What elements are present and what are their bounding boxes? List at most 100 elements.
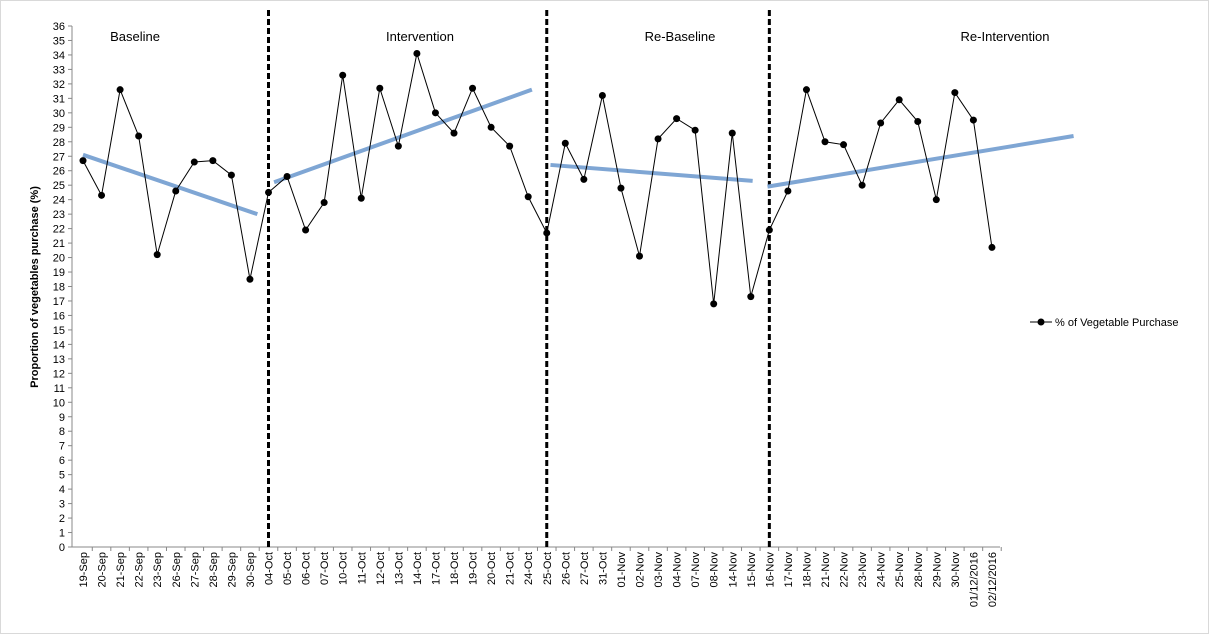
y-tick-label: 27 [53, 151, 65, 163]
y-tick-label: 15 [53, 325, 65, 337]
data-point [190, 158, 198, 166]
x-tick-label: 12-Oct [375, 552, 387, 585]
y-tick-label: 26 [53, 166, 65, 178]
data-point [691, 126, 699, 134]
y-tick-label: 28 [53, 137, 65, 149]
y-tick-label: 29 [53, 122, 65, 134]
data-point [561, 139, 569, 147]
y-tick-label: 3 [59, 499, 65, 511]
x-tick-label: 30-Nov [950, 552, 962, 588]
y-tick-label: 0 [59, 542, 65, 554]
x-tick-label: 28-Nov [913, 552, 925, 588]
data-point [524, 193, 532, 201]
x-tick-label: 21-Sep [115, 552, 127, 587]
x-tick-label: 26-Sep [171, 552, 183, 587]
data-point [617, 184, 625, 192]
y-tick-label: 7 [59, 441, 65, 453]
y-tick-label: 5 [59, 470, 65, 482]
y-tick-label: 22 [53, 224, 65, 236]
x-tick-label: 01-Nov [616, 552, 628, 588]
x-tick-label: 27-Sep [189, 552, 201, 587]
y-tick-label: 32 [53, 79, 65, 91]
data-point [951, 89, 959, 97]
x-tick-label: 02-Nov [635, 552, 647, 588]
x-tick-label: 21-Oct [505, 552, 517, 585]
data-point [932, 196, 940, 204]
trend-line [767, 134, 1074, 189]
x-tick-label: 29-Nov [931, 552, 943, 588]
data-point [302, 226, 310, 234]
x-tick-label: 24-Nov [876, 552, 888, 588]
x-tick-label: 20-Sep [97, 552, 109, 587]
data-point [283, 173, 291, 181]
x-tick-label: 28-Sep [208, 552, 220, 587]
y-tick-label: 34 [53, 50, 65, 62]
phase-label: Re-Intervention [961, 29, 1050, 44]
data-point [320, 199, 328, 207]
x-tick-label: 23-Sep [152, 552, 164, 587]
y-tick-label: 12 [53, 368, 65, 380]
x-tick-label: 24-Oct [523, 552, 535, 585]
data-point [209, 157, 217, 165]
y-tick-label: 25 [53, 180, 65, 192]
x-tick-label: 06-Oct [301, 552, 313, 585]
data-point [79, 157, 87, 165]
data-point [376, 84, 384, 92]
data-point [172, 187, 180, 195]
data-point [506, 142, 514, 150]
y-tick-label: 13 [53, 354, 65, 366]
y-tick-label: 2 [59, 513, 65, 525]
trend-line [82, 152, 259, 217]
data-point [747, 293, 755, 301]
x-tick-label: 01/12/2016 [968, 552, 980, 607]
y-tick-label: 31 [53, 93, 65, 105]
y-tick-label: 20 [53, 253, 65, 265]
x-tick-label: 21-Nov [820, 552, 832, 588]
data-point [877, 119, 885, 127]
trend-line [273, 87, 533, 185]
data-point [840, 141, 848, 149]
y-tick-label: 14 [53, 339, 65, 351]
data-point [728, 129, 736, 137]
data-point [543, 229, 551, 237]
legend-marker [1037, 318, 1045, 326]
x-tick-label: 20-Oct [486, 552, 498, 585]
data-point [431, 109, 439, 117]
x-tick-label: 15-Nov [746, 552, 758, 588]
phase-label: Intervention [386, 29, 454, 44]
y-tick-label: 8 [59, 426, 65, 438]
data-point [580, 175, 588, 183]
data-point [227, 171, 235, 179]
x-tick-label: 27-Oct [579, 552, 591, 585]
data-point [339, 71, 347, 79]
data-point [895, 96, 903, 104]
y-tick-label: 16 [53, 310, 65, 322]
data-point [784, 187, 792, 195]
x-tick-label: 08-Nov [709, 552, 721, 588]
x-tick-label: 04-Nov [672, 552, 684, 588]
phase-label: Re-Baseline [645, 29, 716, 44]
y-tick-label: 24 [53, 195, 65, 207]
x-tick-label: 07-Nov [690, 552, 702, 588]
y-tick-label: 6 [59, 455, 65, 467]
data-point [636, 252, 643, 260]
y-tick-label: 36 [53, 21, 65, 33]
data-point [469, 84, 477, 92]
data-point [914, 118, 922, 126]
x-tick-label: 31-Oct [597, 552, 609, 585]
x-tick-label: 30-Sep [245, 552, 257, 587]
x-tick-label: 07-Oct [319, 552, 331, 585]
y-tick-label: 10 [53, 397, 65, 409]
x-tick-label: 19-Sep [78, 552, 90, 587]
y-tick-label: 33 [53, 64, 65, 76]
data-point [654, 135, 662, 143]
x-tick-label: 10-Oct [338, 552, 350, 585]
x-tick-label: 19-Oct [468, 552, 480, 585]
data-point [357, 194, 365, 202]
data-point [673, 115, 681, 123]
data-point [969, 116, 977, 124]
y-tick-label: 35 [53, 35, 65, 47]
data-point [135, 132, 143, 140]
x-tick-label: 25-Oct [542, 552, 554, 585]
data-point [153, 251, 161, 259]
